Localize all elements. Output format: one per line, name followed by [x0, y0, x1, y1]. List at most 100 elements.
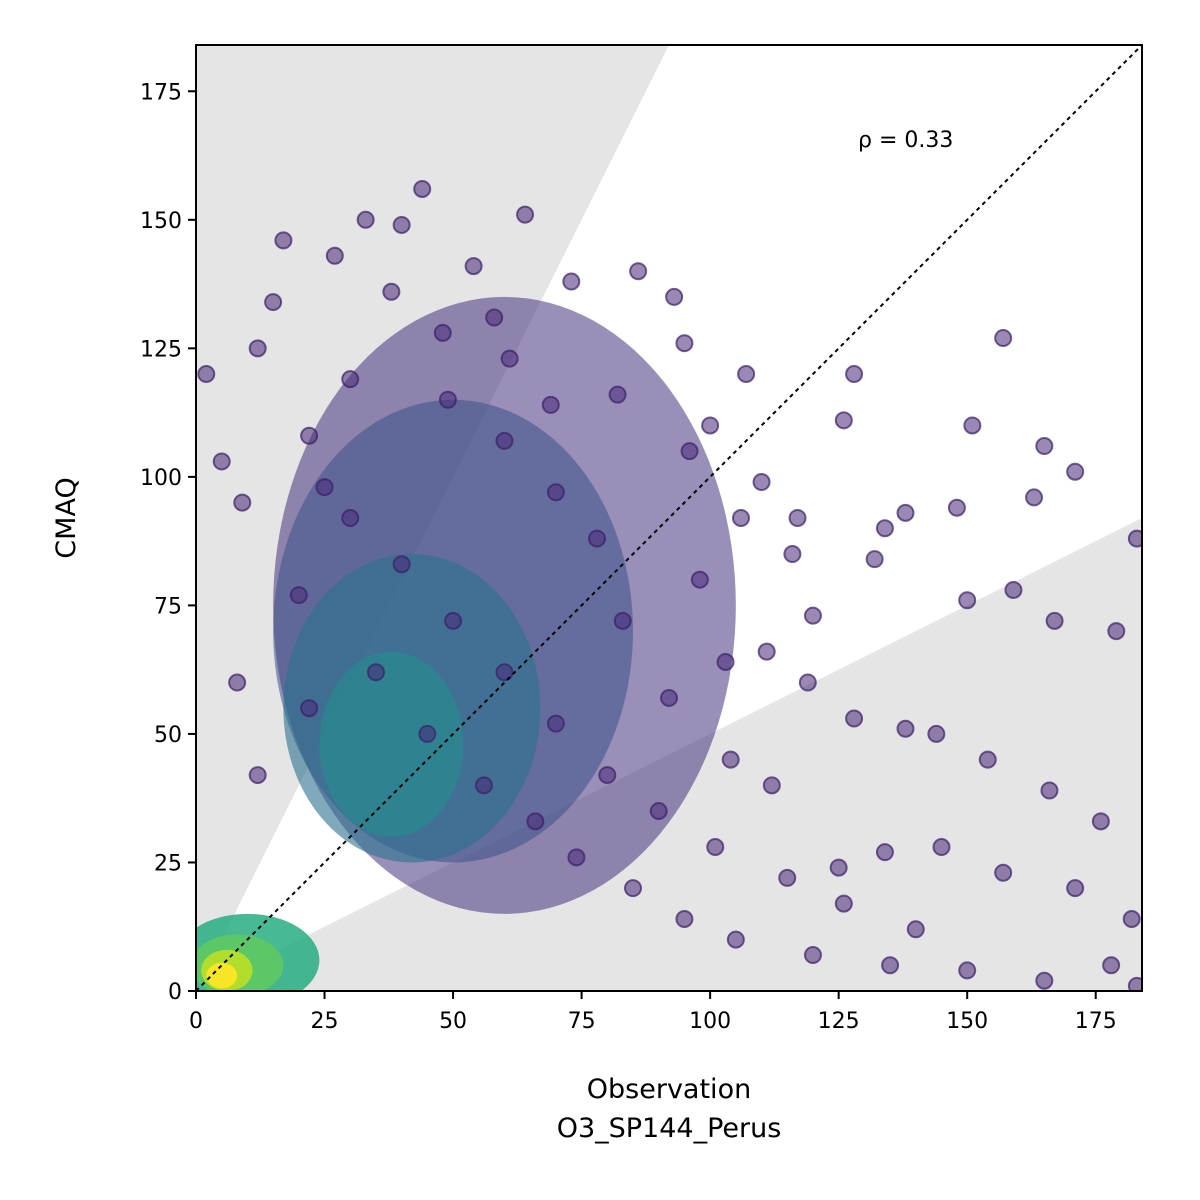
scatter-point	[783, 544, 802, 563]
scatter-point	[1004, 580, 1023, 599]
scatter-point	[649, 802, 668, 821]
scatter-point	[289, 586, 308, 605]
scatter-point	[1066, 879, 1085, 898]
scatter-point	[896, 719, 915, 738]
x-tick-label: 100	[689, 1009, 731, 1034]
scatter-point	[1127, 976, 1142, 991]
scatter-point	[803, 946, 822, 965]
scatter-point	[444, 611, 463, 630]
scatter-point	[1102, 956, 1121, 975]
y-tick-label: 50	[154, 723, 182, 748]
scatter-point	[546, 714, 565, 733]
scatter-point	[778, 868, 797, 887]
scatter-point	[300, 426, 319, 445]
scatter-point	[803, 606, 822, 625]
scatter-point	[660, 688, 678, 707]
x-tick-label: 0	[189, 1009, 203, 1034]
y-tick-label: 75	[154, 594, 182, 619]
scatter-point	[438, 390, 457, 409]
scatter-point	[845, 365, 864, 384]
scatter-point	[212, 452, 231, 471]
scatter-point	[958, 961, 977, 980]
plot-area	[196, 45, 1142, 991]
scatter-point	[274, 231, 293, 250]
one-to-one-reference-line	[196, 45, 1142, 991]
scatter-point	[613, 611, 632, 630]
x-axis-label: Observation	[587, 1074, 751, 1105]
scatter-point	[701, 416, 720, 435]
scatter-point	[1127, 529, 1142, 548]
scatter-point	[1025, 488, 1044, 507]
scatter-point	[624, 879, 643, 898]
scatter-point	[248, 339, 267, 358]
y-tick-label: 125	[140, 337, 182, 362]
y-tick-label: 25	[154, 851, 182, 876]
density-blob	[206, 962, 238, 989]
scatter-point	[474, 776, 493, 795]
scatter-point	[1122, 910, 1141, 929]
scatter-point	[495, 663, 514, 682]
scatter-point	[875, 519, 894, 538]
scatter-point	[716, 652, 735, 671]
scatter-point	[788, 509, 807, 527]
scatter-point	[865, 550, 884, 569]
scatter-point	[845, 709, 864, 728]
scatter-point	[731, 509, 750, 527]
scatter-point	[680, 442, 699, 461]
y-tick-label: 175	[140, 80, 182, 105]
scatter-point	[675, 910, 694, 929]
scatter-point	[1035, 437, 1054, 456]
scatter-point	[834, 411, 853, 430]
x-axis-sublabel: O3_SP144_Perus	[557, 1113, 782, 1144]
scatter-point	[1066, 462, 1085, 481]
scatter-point	[264, 293, 283, 312]
scatter-point	[197, 365, 216, 384]
scatter-point	[978, 750, 997, 769]
plot-frame	[195, 44, 1143, 992]
scatter-point	[726, 930, 745, 949]
scatter-point	[598, 766, 617, 785]
scatter-point	[546, 483, 565, 502]
scatter-point	[994, 329, 1013, 348]
scatter-point	[927, 724, 946, 743]
x-tick-label: 25	[311, 1009, 339, 1034]
scatter-point	[562, 272, 581, 291]
scatter-point	[690, 570, 709, 589]
scatter-point	[881, 956, 900, 975]
scatter-point	[752, 473, 771, 492]
scatter-point	[495, 431, 514, 450]
x-tick-label: 175	[1075, 1009, 1117, 1034]
scatter-point	[325, 246, 344, 265]
scatter-point	[721, 750, 740, 769]
scatter-point	[567, 848, 586, 867]
scatter-point	[958, 591, 977, 610]
scatter-point	[233, 493, 252, 512]
scatter-point	[588, 529, 607, 548]
scatter-point	[300, 699, 319, 718]
scatter-point	[737, 365, 756, 384]
scatter-point	[526, 812, 545, 831]
scatter-point	[418, 724, 437, 743]
scatter-point	[1040, 781, 1059, 800]
scatter-point	[228, 673, 247, 692]
density-blob	[319, 651, 464, 837]
x-tick-label: 50	[439, 1009, 467, 1034]
x-tick-label: 150	[946, 1009, 988, 1034]
scatter-point	[516, 205, 535, 224]
scatter-point	[413, 179, 432, 198]
scatter-point	[932, 838, 951, 857]
correlation-annotation: ρ = 0.33	[858, 128, 953, 153]
scatter-point	[608, 385, 627, 404]
y-tick-label: 100	[140, 466, 182, 491]
scatter-point	[994, 863, 1013, 882]
scatter-point	[762, 776, 781, 795]
scatter-point	[1035, 971, 1054, 990]
scatter-point	[433, 323, 452, 342]
scatter-point	[392, 215, 411, 234]
scatter-point	[947, 498, 966, 517]
scatter-point	[963, 416, 982, 435]
scatter-point	[706, 838, 725, 857]
scatter-point	[485, 308, 504, 327]
scatter-point	[541, 395, 560, 414]
scatter-point	[341, 509, 360, 527]
